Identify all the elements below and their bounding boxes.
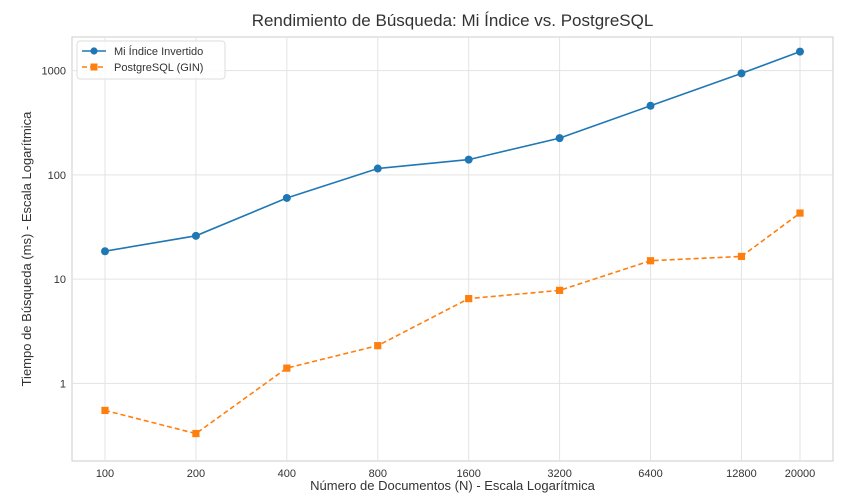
data-point <box>283 364 291 372</box>
data-point <box>464 155 473 164</box>
data-point <box>646 257 655 265</box>
data-point <box>373 164 382 173</box>
legend-marker-postgresql <box>90 63 98 71</box>
data-point <box>101 406 109 415</box>
y-tick-label: 1 <box>60 378 66 390</box>
data-point <box>555 134 564 143</box>
series-layer <box>101 47 804 438</box>
x-tick-label: 1600 <box>456 468 480 480</box>
data-point <box>282 193 291 202</box>
x-tick-label: 3200 <box>547 468 571 480</box>
data-point <box>465 295 473 303</box>
legend-label-postgresql: PostgreSQL (GIN) <box>114 62 203 74</box>
data-point <box>796 209 804 217</box>
x-tick-label: 200 <box>187 468 205 480</box>
y-axis-ticks: 1 10 100 1000 <box>42 66 66 391</box>
data-point <box>101 247 109 256</box>
legend-marker-mi-indice <box>90 47 98 55</box>
data-point <box>191 231 200 240</box>
series-postgresql-gin <box>101 209 804 438</box>
data-point <box>556 286 564 294</box>
data-point <box>737 69 746 78</box>
x-tick-label: 800 <box>369 468 387 480</box>
legend: Mi Índice Invertido PostgreSQL (GIN) <box>76 40 226 80</box>
data-point <box>737 252 746 261</box>
legend-box <box>76 40 226 80</box>
x-tick-label: 6400 <box>638 468 662 480</box>
data-point <box>796 47 804 56</box>
x-tick-label: 100 <box>96 468 114 480</box>
y-axis-label: Tiempo de Búsqueda (ms) - Escala Logarít… <box>19 111 34 387</box>
data-point <box>374 342 382 350</box>
chart-title: Rendimiento de Búsqueda: Mi Índice vs. P… <box>252 11 654 30</box>
x-axis-label: Número de Documentos (N) - Escala Logarí… <box>310 478 595 493</box>
x-tick-label: 400 <box>278 468 296 480</box>
x-tick-label: 20000 <box>785 468 816 480</box>
y-tick-label: 1000 <box>42 66 66 78</box>
y-tick-label: 100 <box>48 170 66 182</box>
series-mi-indice-invertido <box>101 47 804 256</box>
data-point <box>646 101 655 110</box>
data-point <box>192 429 200 438</box>
legend-label-mi-indice: Mi Índice Invertido <box>114 45 203 58</box>
x-tick-label: 12800 <box>726 468 757 480</box>
y-tick-label: 10 <box>54 274 66 286</box>
x-axis-ticks: 100 200 400 800 1600 3200 6400 12800 20000 <box>96 468 815 480</box>
plot-area <box>71 36 834 462</box>
